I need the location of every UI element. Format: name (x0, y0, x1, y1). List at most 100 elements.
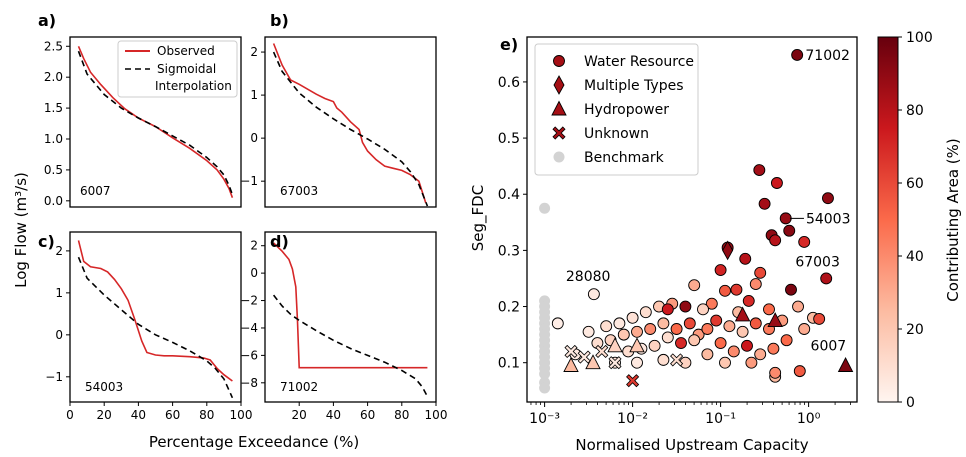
benchmark-point (539, 382, 551, 394)
panel-label: c) (38, 232, 55, 251)
y-axis-label: Seg_FDC (469, 185, 488, 251)
legend-marker (553, 75, 565, 95)
water-resource-point (770, 177, 783, 189)
annotation-label: 67003 (795, 254, 840, 270)
water-resource-point (719, 284, 731, 297)
water-resource-point (727, 345, 740, 358)
water-resource-point (613, 317, 626, 330)
y-tick-label: 1.0 (44, 132, 63, 146)
water-resource-point (631, 356, 643, 369)
x-tick-label: 10⁻¹ (705, 411, 736, 427)
legend-marker (551, 100, 567, 116)
sigmoidal-line (77, 256, 234, 399)
panel-d: −8 −6 −4 −2 0 2 20 40 60 80 100 71002 (240, 231, 447, 422)
water-resource-point (719, 356, 731, 369)
y-tick-label: −2 (240, 294, 258, 308)
water-resource-point (793, 365, 806, 378)
observed-line (273, 242, 428, 369)
water-resource-point (705, 297, 718, 310)
y-tick-label: −1 (240, 174, 258, 188)
legend: Water Resource Multiple Types Hydropower Un… (534, 43, 699, 176)
water-resource-point (661, 331, 674, 344)
annotation-label: 6007 (811, 339, 847, 355)
station-label: 67003 (280, 184, 318, 198)
y-tick-label: −6 (240, 348, 258, 362)
y-tick-label: −8 (240, 376, 258, 390)
station-label: 71002 (280, 380, 318, 394)
y-tick-label: 2.0 (44, 70, 63, 84)
colorbar-tick-label: 80 (906, 103, 924, 119)
y-tick-label: 0.3 (498, 243, 520, 259)
panel-frame (264, 231, 437, 403)
water-resource-point (657, 353, 670, 366)
shared-ylabel: Log Flow (m³/s) (12, 172, 30, 288)
water-resource-point (753, 164, 766, 177)
legend-box (534, 43, 699, 176)
benchmark-point (539, 202, 551, 214)
panel-label: a) (38, 11, 56, 30)
panel-frame (264, 36, 437, 208)
x-tick-label: 20 (292, 408, 307, 422)
hydropower-point (607, 337, 623, 353)
y-tick-label: 0.0 (44, 194, 63, 208)
y-tick-label: 0 (250, 266, 258, 280)
legend-label: Sigmoidal (157, 62, 216, 76)
multiple-types-point (722, 240, 734, 261)
water-resource-point (675, 337, 687, 349)
water-resource-point (749, 317, 762, 330)
y-tick-label: −1 (45, 370, 63, 384)
scatter-points (539, 49, 854, 394)
x-tick-label: 10⁻² (617, 411, 648, 427)
observed-line (77, 240, 233, 382)
sigmoidal-line (77, 50, 234, 195)
legend-label: Multiple Types (584, 78, 684, 94)
x-tick-label: 60 (165, 408, 180, 422)
station-label: 6007 (80, 184, 111, 198)
hydropower-point (837, 357, 854, 372)
x-tick-label: 100 (230, 408, 253, 422)
unknown-point (595, 344, 609, 359)
x-tick-label: 80 (199, 408, 214, 422)
hydropower-point (767, 312, 783, 328)
unknown-point (626, 374, 640, 388)
y-tick-label: 1.5 (44, 101, 63, 115)
x-tick-label: 10⁻³ (529, 411, 560, 427)
water-resource-point (763, 303, 775, 316)
shared-xlabel: Percentage Exceedance (%) (149, 433, 359, 451)
legend-box (117, 40, 238, 98)
panel-frame (69, 231, 242, 403)
water-resource-point (683, 317, 696, 330)
water-resource-point (769, 366, 782, 379)
legend: Observed Sigmoidal Interpolation (117, 40, 238, 98)
water-resource-point (701, 323, 714, 335)
water-resource-point (730, 283, 743, 296)
water-resource-point (783, 224, 796, 237)
water-resource-point (688, 279, 701, 292)
x-tick-label: 40 (326, 408, 341, 422)
observed-line (77, 45, 234, 198)
panel-a: 0.0 0.5 1.0 1.5 2.0 2.5 6007 Observed Sigmoidal I… (44, 36, 242, 208)
y-tick-label: 0.5 (44, 163, 63, 177)
water-resource-point (749, 278, 762, 291)
x-tick-label: 40 (131, 408, 146, 422)
legend-label: Observed (157, 44, 215, 58)
sigmoidal-line (272, 51, 429, 207)
y-tick-label: 2.5 (44, 39, 63, 53)
colorbar-label: Contributing Area (%) (944, 138, 962, 302)
x-tick-label: 20 (97, 408, 112, 422)
y-tick-label: 0.6 (498, 75, 520, 91)
y-tick-label: −4 (240, 321, 258, 335)
observed-line (272, 43, 427, 203)
water-resource-point (657, 317, 670, 330)
water-resource-point (745, 356, 758, 369)
water-resource-point (701, 348, 714, 361)
hydropower-point (734, 306, 751, 322)
y-tick-label: 2 (250, 239, 258, 253)
panel-b: −1 0 1 2 67003 (240, 36, 437, 208)
colorbar: 0 20 40 60 80 100 Contributing Area (%) (877, 30, 962, 411)
water-resource-point (798, 236, 811, 248)
water-resource-point (822, 192, 834, 205)
water-resource-point (648, 339, 661, 352)
